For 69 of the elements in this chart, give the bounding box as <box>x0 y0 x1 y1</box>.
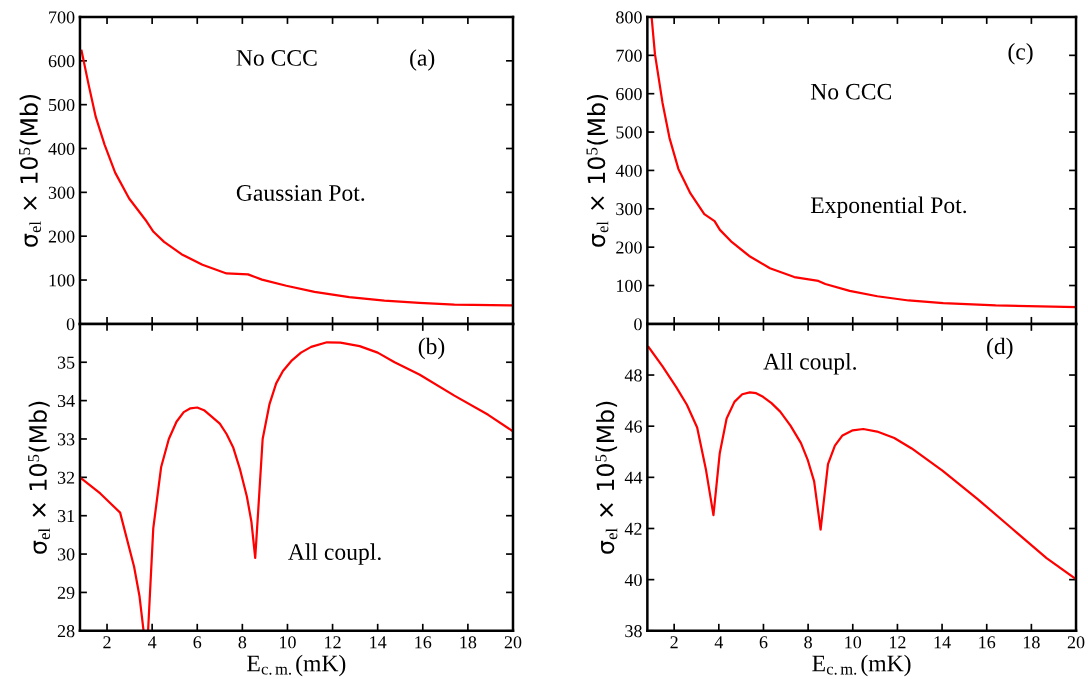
y-axis-title: σ$_{el}$ × 10$^{5}$(Mb) <box>595 401 618 554</box>
x-tick-label: 10 <box>280 636 296 649</box>
x-tick-label: 20 <box>1067 636 1085 649</box>
y-tick-label: 600 <box>48 55 75 68</box>
y-tick-label: 100 <box>49 274 75 287</box>
y-tick-label: 700 <box>49 11 75 24</box>
annotation: Exponential Pot. <box>810 196 967 218</box>
y-tick-label: 48 <box>624 369 642 382</box>
y-tick-label: 34 <box>57 394 75 408</box>
x-tick-label: 10 <box>845 636 862 649</box>
y-tick-label: 46 <box>624 420 642 433</box>
line-series <box>80 49 513 307</box>
x-tick-label: 16 <box>415 636 432 649</box>
x-axis-title: E$_{c.m.}$(mK) <box>812 654 911 677</box>
x-tick-label: 14 <box>370 636 387 649</box>
y-tick-label: 32 <box>57 471 75 484</box>
y-axis-title: σ$_{el}$ × 10$^{5}$(Mb) <box>586 94 609 247</box>
y-tick-label: 200 <box>616 241 642 254</box>
line-series <box>650 16 1077 309</box>
y-tick-label: 40 <box>624 573 642 587</box>
y-tick-label: 100 <box>617 279 642 292</box>
x-tick-label: 6 <box>759 636 768 649</box>
x-tick-label: 4 <box>147 636 157 649</box>
x-tick-label: 20 <box>504 636 522 649</box>
x-tick-label: 2 <box>103 636 111 649</box>
y-tick-label: 800 <box>616 11 642 24</box>
annotation: All coupl. <box>288 543 381 565</box>
annotation: (a) <box>410 49 435 71</box>
x-tick-label: 8 <box>804 636 812 649</box>
y-tick-label: 29 <box>57 586 75 599</box>
y-tick-label: 38 <box>625 625 642 638</box>
y-tick-label: 0 <box>634 318 642 331</box>
annotation: Gaussian Pot. <box>236 185 365 201</box>
y-tick-label: 700 <box>616 49 642 62</box>
x-tick-label: 12 <box>325 636 341 649</box>
x-tick-label: 18 <box>460 636 477 649</box>
y-tick-label: 28 <box>57 625 75 638</box>
y-tick-label: 31 <box>57 510 75 523</box>
y-tick-label: 35 <box>57 356 75 369</box>
y-tick-label: 500 <box>616 126 642 139</box>
x-tick-label: 6 <box>193 636 202 649</box>
y-tick-label: 200 <box>48 230 75 243</box>
annotation: (c) <box>1008 43 1033 65</box>
x-tick-label: 16 <box>979 636 996 649</box>
x-tick-label: 14 <box>934 636 951 649</box>
x-axis-title: E$_{c.m.}$(mK) <box>247 654 346 677</box>
y-tick-label: 600 <box>616 87 642 101</box>
annotation: (b) <box>418 337 445 360</box>
annotation: (d) <box>987 337 1013 360</box>
x-tick-label: 2 <box>670 636 678 649</box>
x-tick-label: 18 <box>1023 636 1040 649</box>
y-tick-label: 400 <box>48 142 75 155</box>
y-tick-label: 400 <box>615 164 642 177</box>
y-axis-title: σ$_{el}$ × 10$^{5}$(Mb) <box>28 401 50 554</box>
y-tick-label: 44 <box>624 471 643 484</box>
x-tick-label: 12 <box>889 636 906 649</box>
y-tick-label: 300 <box>48 186 75 199</box>
y-tick-label: 33 <box>57 433 75 446</box>
y-axis-title: σ$_{el}$ × 10$^{5}$(Mb) <box>19 94 41 247</box>
y-tick-label: 42 <box>624 522 642 535</box>
x-tick-label: 8 <box>238 636 247 649</box>
y-tick-label: 0 <box>66 318 75 331</box>
y-tick-label: 300 <box>616 203 642 216</box>
y-tick-label: 30 <box>57 548 75 561</box>
y-tick-label: 500 <box>49 98 75 112</box>
annotation: No CCC <box>236 49 317 66</box>
x-tick-label: 4 <box>714 636 724 649</box>
annotation: No CCC <box>810 83 891 100</box>
annotation: All coupl. <box>763 353 856 375</box>
